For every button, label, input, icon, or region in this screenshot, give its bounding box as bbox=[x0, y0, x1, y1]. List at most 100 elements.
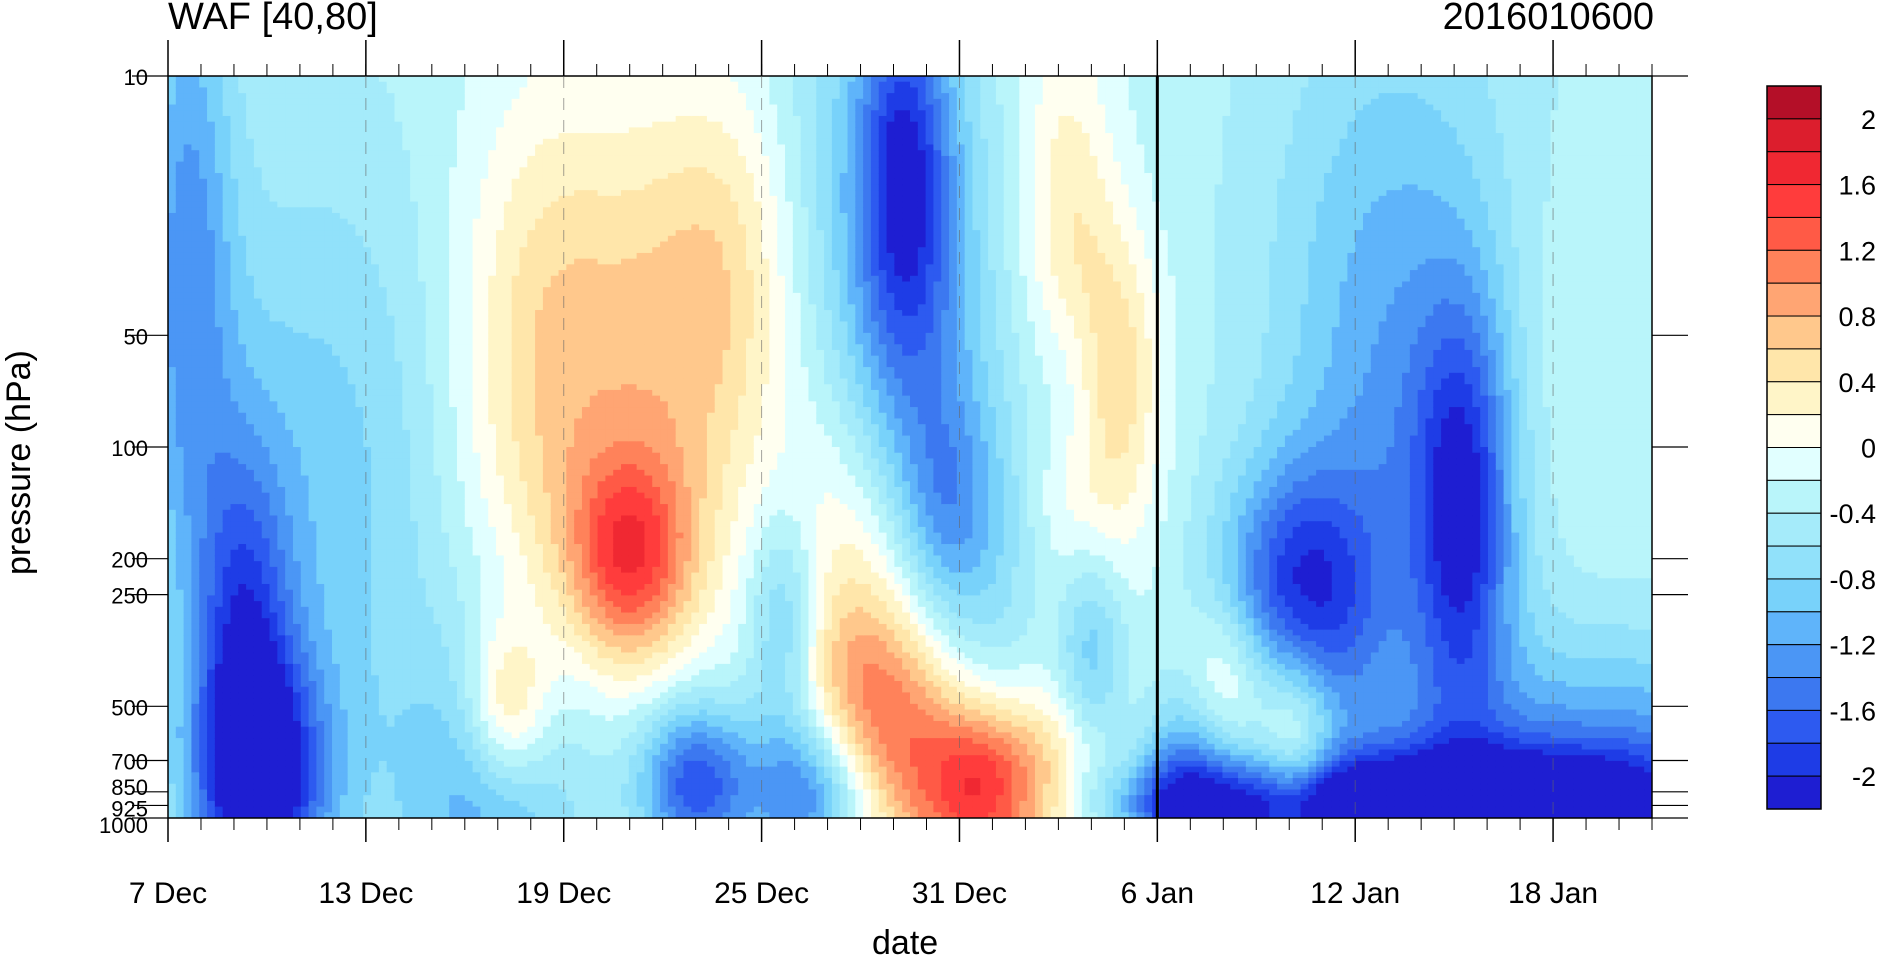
field-cell bbox=[347, 526, 357, 534]
field-cell bbox=[214, 641, 224, 648]
field-cell bbox=[300, 760, 310, 768]
field-cell bbox=[410, 367, 419, 374]
field-cell bbox=[207, 544, 216, 551]
field-cell bbox=[456, 298, 466, 305]
field-cell bbox=[441, 663, 450, 671]
field-cell bbox=[410, 270, 419, 277]
field-cell bbox=[183, 104, 193, 111]
field-cell bbox=[433, 230, 442, 237]
field-cell bbox=[433, 287, 442, 294]
field-cell bbox=[222, 709, 232, 716]
field-cell bbox=[456, 173, 466, 180]
field-cell bbox=[292, 789, 302, 796]
chart-title: WAF [40,80] bbox=[168, 0, 378, 39]
field-cell bbox=[386, 252, 396, 260]
field-cell bbox=[238, 230, 247, 237]
field-cell bbox=[371, 544, 380, 551]
field-cell bbox=[394, 800, 403, 808]
field-cell bbox=[456, 235, 466, 243]
field-cell bbox=[417, 121, 427, 128]
field-cell bbox=[402, 789, 411, 796]
field-cell bbox=[246, 235, 255, 243]
field-cell bbox=[394, 76, 403, 83]
field-cell bbox=[269, 167, 278, 174]
field-cell bbox=[261, 178, 271, 186]
field-cell bbox=[246, 435, 255, 442]
field-cell bbox=[300, 110, 310, 117]
field-cell bbox=[386, 161, 396, 168]
field-cell bbox=[222, 652, 232, 659]
field-cell bbox=[277, 327, 286, 334]
field-cell bbox=[378, 715, 388, 722]
field-cell bbox=[300, 715, 310, 722]
field-cell bbox=[456, 601, 466, 608]
field-cell bbox=[371, 127, 380, 134]
field-cell bbox=[386, 663, 396, 671]
field-cell bbox=[371, 241, 380, 248]
field-cell bbox=[261, 641, 271, 648]
field-cell bbox=[300, 218, 310, 225]
field-cell bbox=[168, 447, 177, 454]
field-cell bbox=[456, 429, 466, 437]
field-cell bbox=[394, 778, 403, 785]
field-cell bbox=[456, 121, 466, 128]
field-cell bbox=[332, 98, 341, 106]
field-cell bbox=[402, 509, 411, 517]
field-cell bbox=[222, 555, 232, 562]
field-cell bbox=[355, 783, 364, 791]
field-cell bbox=[207, 435, 216, 442]
field-cell bbox=[183, 298, 193, 305]
field-cell bbox=[199, 755, 208, 762]
field-cell bbox=[199, 549, 208, 557]
field-cell bbox=[230, 315, 239, 323]
field-cell bbox=[308, 218, 317, 225]
field-cell bbox=[386, 212, 396, 220]
field-cell bbox=[199, 578, 208, 585]
field-cell bbox=[292, 178, 302, 186]
field-cell bbox=[332, 675, 341, 682]
field-cell bbox=[214, 589, 224, 596]
field-cell bbox=[207, 173, 216, 180]
field-cell bbox=[410, 401, 419, 408]
field-cell bbox=[168, 726, 177, 733]
field-cell bbox=[363, 258, 372, 265]
field-cell bbox=[246, 195, 255, 203]
field-cell bbox=[175, 150, 185, 157]
field-cell bbox=[316, 287, 325, 294]
field-cell bbox=[285, 629, 294, 636]
field-cell bbox=[425, 412, 435, 420]
field-cell bbox=[261, 224, 271, 231]
field-cell bbox=[222, 447, 232, 454]
field-cell bbox=[339, 812, 349, 818]
field-cell bbox=[441, 698, 450, 705]
field-cell bbox=[261, 173, 271, 180]
field-cell bbox=[363, 578, 372, 585]
field-cell bbox=[285, 133, 294, 140]
field-cell bbox=[332, 281, 341, 288]
field-cell bbox=[355, 281, 364, 288]
field-cell bbox=[316, 623, 325, 631]
field-cell bbox=[339, 492, 349, 499]
field-cell bbox=[402, 504, 411, 511]
field-cell bbox=[191, 526, 200, 534]
field-cell bbox=[433, 361, 442, 368]
field-cell bbox=[378, 173, 388, 180]
field-cell bbox=[347, 321, 357, 328]
field-cell bbox=[394, 104, 403, 111]
field-cell bbox=[339, 207, 349, 214]
field-cell bbox=[417, 127, 427, 134]
field-cell bbox=[253, 104, 263, 111]
field-cell bbox=[199, 475, 208, 482]
field-cell bbox=[292, 509, 302, 517]
field-cell bbox=[441, 646, 450, 654]
field-cell bbox=[285, 121, 294, 128]
field-cell bbox=[269, 424, 278, 431]
field-cell bbox=[371, 321, 380, 328]
field-cell bbox=[324, 686, 333, 694]
field-cell bbox=[324, 623, 333, 631]
field-cell bbox=[456, 81, 466, 89]
field-cell bbox=[214, 281, 224, 288]
field-cell bbox=[324, 504, 333, 511]
field-cell bbox=[175, 601, 185, 608]
field-cell bbox=[175, 81, 185, 89]
